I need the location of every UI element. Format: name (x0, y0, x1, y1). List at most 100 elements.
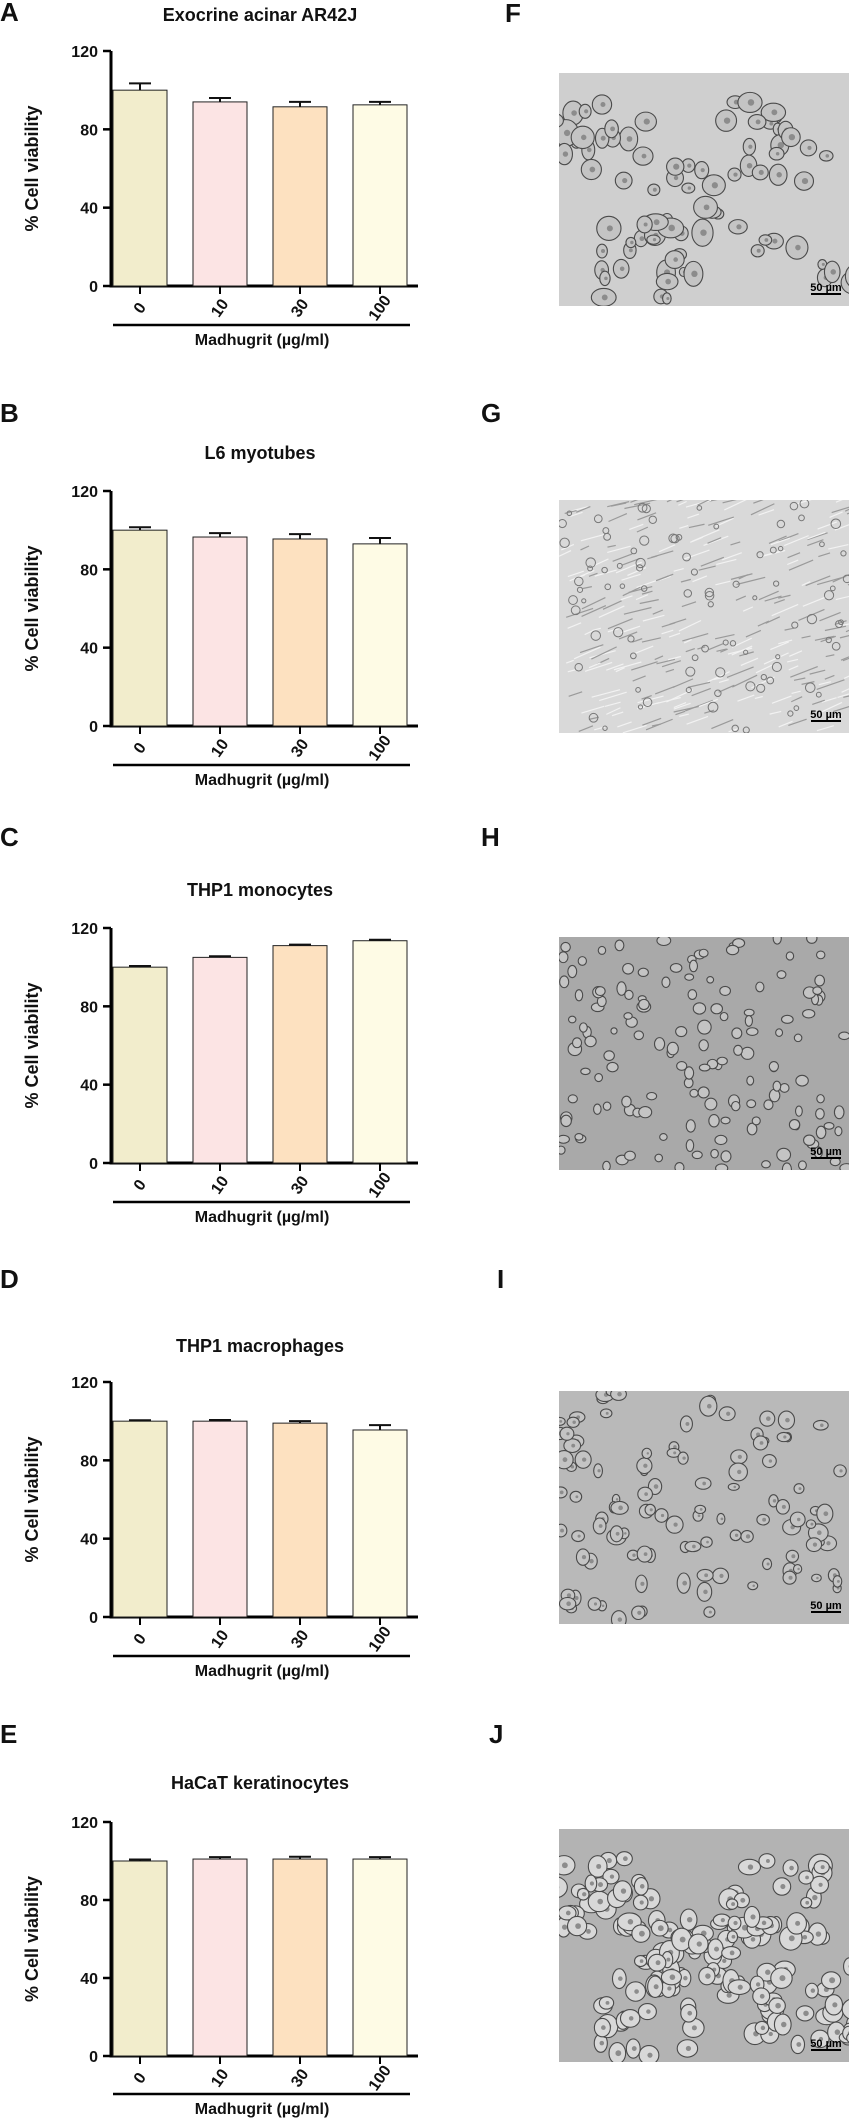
scale-bar-label: 50 µm (810, 2038, 842, 2050)
x-tick-label: 0 (131, 1177, 150, 1194)
y-tick-label: 40 (80, 641, 98, 658)
cell-texture (559, 1851, 849, 2062)
bar-0 (112, 529, 168, 727)
bar-30 (272, 538, 328, 727)
bar-0 (112, 966, 168, 1164)
x-tick-label: 10 (208, 2066, 232, 2090)
x-axis-label: Madhugrit (µg/ml) (195, 2101, 330, 2118)
x-tick-label: 0 (131, 2070, 150, 2087)
panel-letter: J (489, 1719, 503, 1749)
y-tick-label: 80 (80, 562, 98, 579)
x-tick-label: 0 (131, 1631, 150, 1648)
micrograph-image: H 50 µm (481, 822, 849, 1170)
panel-letter: A (0, 0, 19, 27)
cell-texture (559, 500, 849, 733)
y-axis-label: % Cell viability (22, 1876, 42, 2002)
panel-letter: H (481, 822, 500, 852)
y-tick-label: 80 (80, 1893, 98, 1910)
y-tick-label: 80 (80, 1453, 98, 1470)
x-tick-label: 10 (208, 1173, 232, 1197)
x-tick-label: 100 (366, 2063, 395, 2095)
y-tick-label: 120 (71, 1815, 98, 1832)
micrograph-image: G 50 µm (481, 398, 849, 733)
panel-letter: F (505, 0, 521, 28)
chart-title: HaCaT keratinocytes (171, 1773, 349, 1793)
x-tick-label: 100 (366, 733, 395, 765)
y-axis-label: % Cell viability (22, 105, 42, 231)
bar-100 (352, 543, 408, 727)
y-tick-label: 40 (80, 1971, 98, 1988)
bar-chart-C: C THP1 monocytes 0 40 80 120 % Cell viability 0… (0, 822, 418, 1226)
bar-30 (272, 1858, 328, 2057)
y-tick-label: 40 (80, 1078, 98, 1095)
bar-100 (352, 940, 408, 1164)
y-tick-label: 0 (89, 1156, 98, 1173)
x-tick-label: 30 (288, 2066, 312, 2090)
x-tick-label: 100 (366, 1624, 395, 1656)
bar-10 (192, 101, 248, 287)
panel-letter: C (0, 822, 19, 852)
chart-title: L6 myotubes (204, 443, 315, 463)
panel-letter: B (0, 398, 19, 428)
x-tick-label: 30 (288, 736, 312, 760)
y-tick-label: 80 (80, 999, 98, 1016)
bar-100 (352, 1858, 408, 2057)
bar-30 (272, 945, 328, 1164)
y-axis-label: % Cell viability (22, 1436, 42, 1562)
x-tick-label: 10 (208, 296, 232, 320)
scale-bar-label: 50 µm (810, 1146, 842, 1158)
bar-100 (352, 1429, 408, 1618)
micrograph-image: J 50 µm (489, 1719, 849, 2062)
y-tick-label: 80 (80, 122, 98, 139)
bar-100 (352, 104, 408, 287)
x-tick-label: 10 (208, 1627, 232, 1651)
x-tick-label: 30 (288, 296, 312, 320)
y-tick-label: 120 (71, 921, 98, 938)
bar-0 (112, 1420, 168, 1618)
panel-letter: D (0, 1264, 19, 1294)
bar-chart-D: D THP1 macrophages 0 40 80 120 % Cell viabilit… (0, 1264, 418, 1680)
y-tick-label: 120 (71, 484, 98, 501)
scale-bar-label: 50 µm (810, 282, 842, 294)
x-axis-label: Madhugrit (µg/ml) (195, 772, 330, 789)
x-tick-label: 100 (366, 293, 395, 325)
bar-10 (192, 536, 248, 727)
micrograph-image: F 50 µm (505, 0, 849, 306)
cell-texture (559, 937, 849, 1170)
cell-texture (559, 91, 849, 306)
panel-letter: I (497, 1264, 504, 1294)
bar-0 (112, 1860, 168, 2057)
micrograph-image: I 50 µm (497, 1264, 849, 1624)
x-tick-label: 10 (208, 736, 232, 760)
y-tick-label: 0 (89, 719, 98, 736)
bar-chart-A: A Exocrine acinar AR42J 0 40 80 120 % Cell via… (0, 0, 418, 349)
y-tick-label: 120 (71, 1375, 98, 1392)
x-axis-label: Madhugrit (µg/ml) (195, 332, 330, 349)
bar-10 (192, 956, 248, 1164)
bar-30 (272, 106, 328, 287)
x-tick-label: 30 (288, 1173, 312, 1197)
panel-letter: E (0, 1719, 17, 1749)
x-tick-label: 30 (288, 1627, 312, 1651)
x-tick-label: 100 (366, 1170, 395, 1202)
chart-title: THP1 monocytes (187, 880, 333, 900)
x-axis-label: Madhugrit (µg/ml) (195, 1209, 330, 1226)
chart-title: THP1 macrophages (176, 1336, 344, 1356)
scale-bar-label: 50 µm (810, 709, 842, 721)
cell-texture (559, 1391, 847, 1624)
y-tick-label: 40 (80, 1532, 98, 1549)
scale-bar-label: 50 µm (810, 1600, 842, 1612)
chart-title: Exocrine acinar AR42J (163, 5, 357, 25)
bar-chart-E: E HaCaT keratinocytes 0 40 80 120 % Cell viabi… (0, 1719, 418, 2118)
x-axis-label: Madhugrit (µg/ml) (195, 1663, 330, 1680)
y-tick-label: 0 (89, 1610, 98, 1627)
x-tick-label: 0 (131, 740, 150, 757)
bar-30 (272, 1422, 328, 1618)
y-tick-label: 0 (89, 2049, 98, 2066)
y-tick-label: 120 (71, 44, 98, 61)
y-axis-label: % Cell viability (22, 982, 42, 1108)
x-tick-label: 0 (131, 300, 150, 317)
bar-10 (192, 1420, 248, 1618)
micrograph-background (559, 937, 849, 1170)
y-tick-label: 40 (80, 201, 98, 218)
